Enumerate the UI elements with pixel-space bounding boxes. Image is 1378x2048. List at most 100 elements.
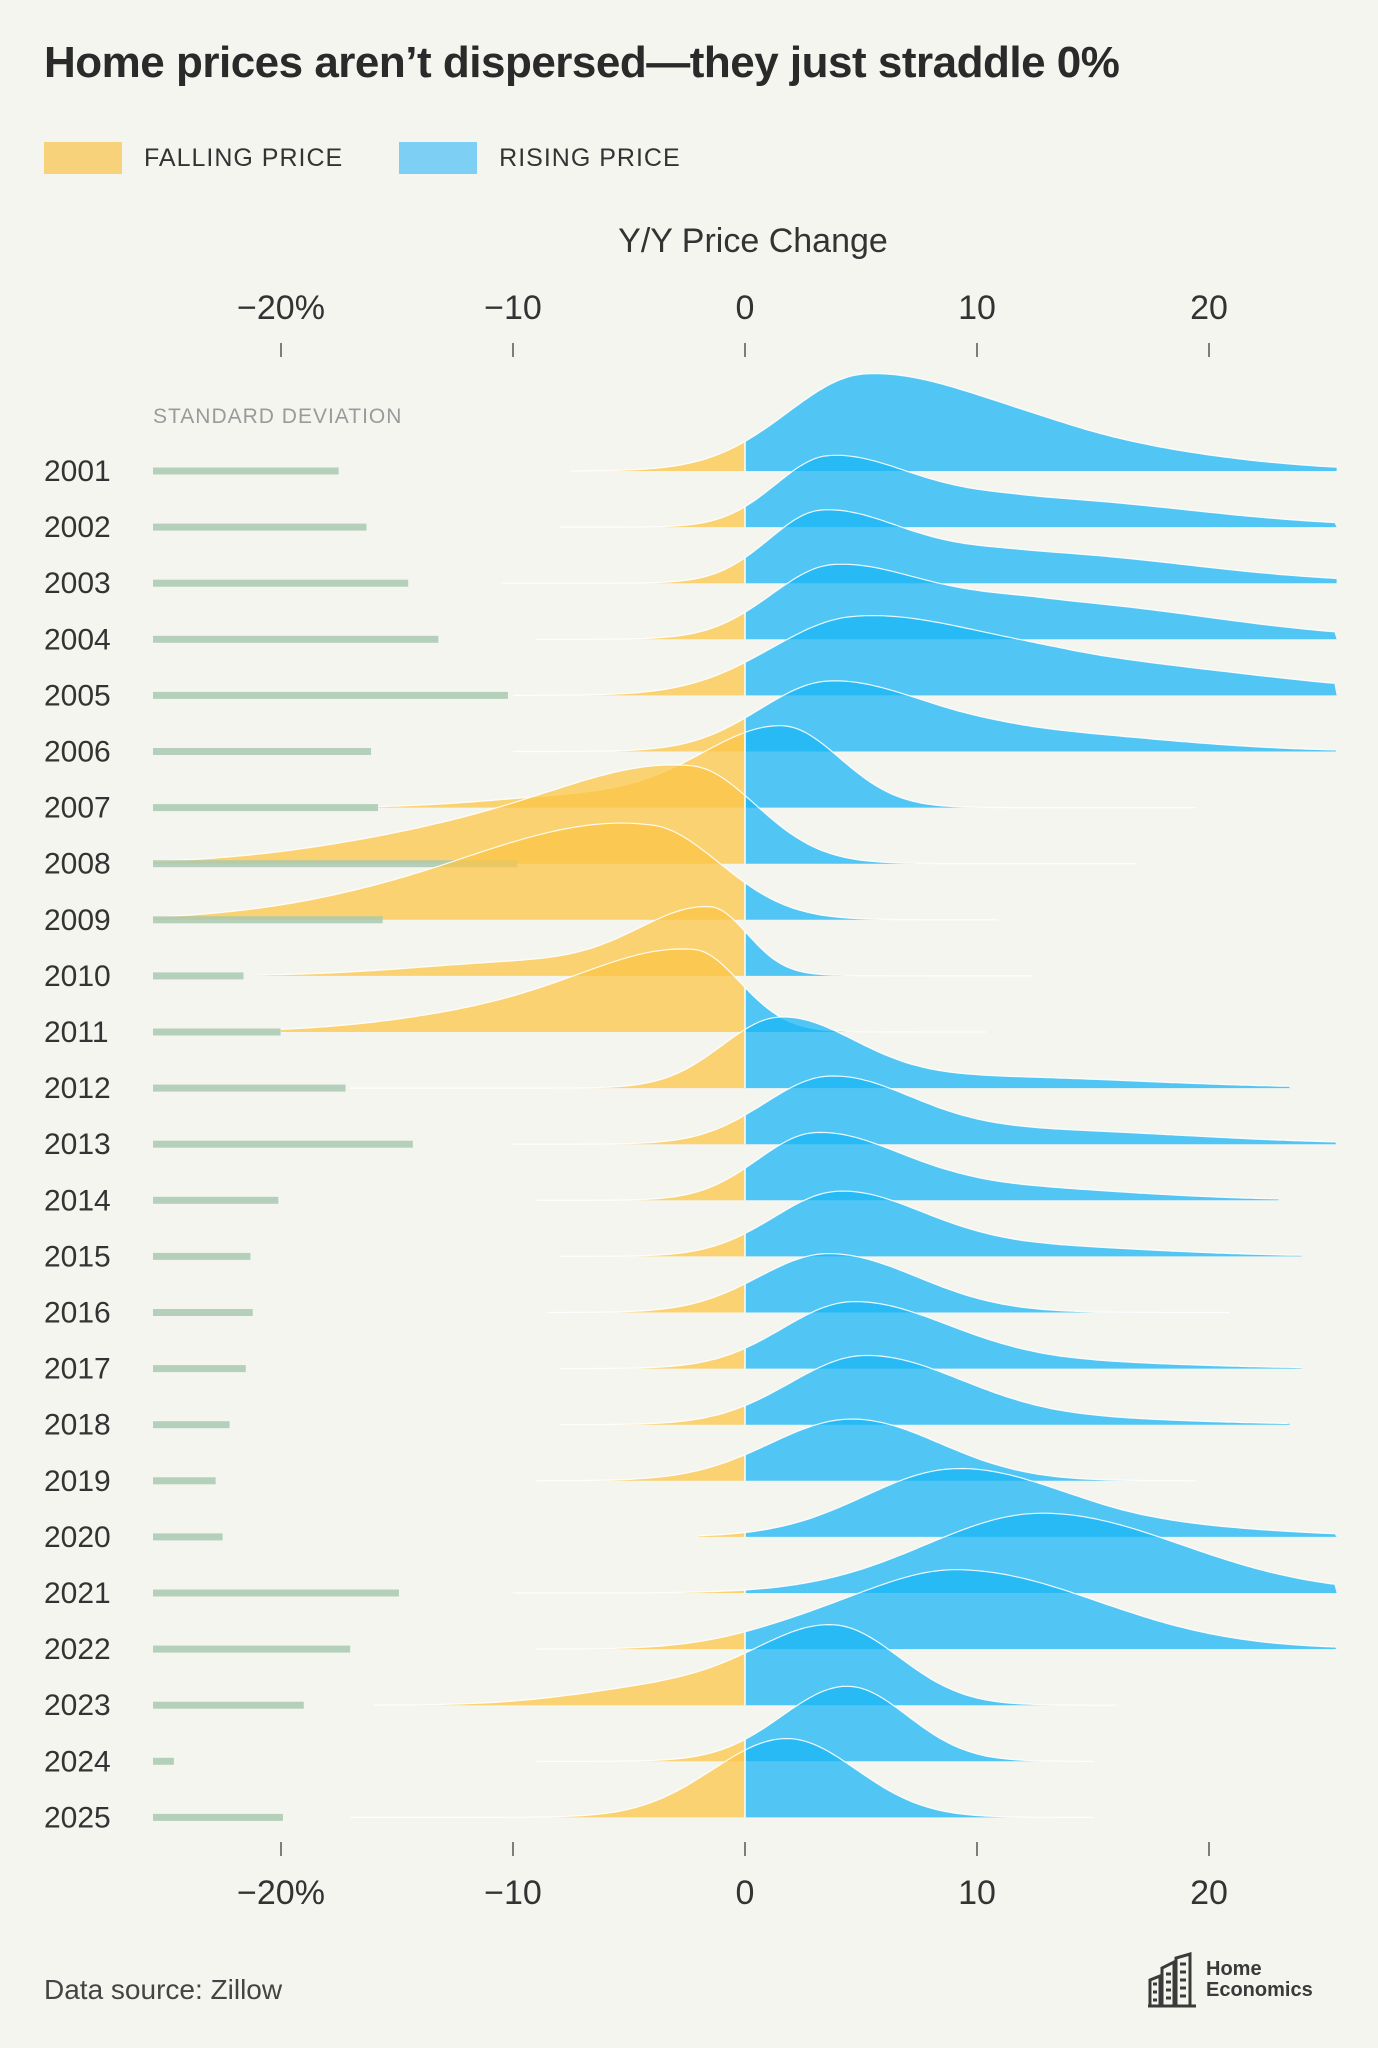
stdev-bar xyxy=(153,804,379,812)
chart-title: Home prices aren’t dispersed—they just s… xyxy=(44,38,1120,87)
ridgeline-chart: Y/Y Price Change −20% −10 0 10 20 STANDARD D… xyxy=(44,222,1337,1912)
year-label: 2024 xyxy=(44,1745,111,1778)
ridge-2001: 2001 xyxy=(44,373,1337,488)
falling-area xyxy=(559,1348,745,1369)
stdev-bar xyxy=(153,1252,251,1260)
ridge-outline xyxy=(571,373,1337,472)
year-label: 2021 xyxy=(44,1577,111,1610)
ridges: 2001 2002 2003 2004 2005 2006 2007 2008 2009 2010… xyxy=(44,373,1337,1834)
ridge-outline xyxy=(547,1253,1230,1314)
year-label: 2019 xyxy=(44,1465,111,1498)
rising-area xyxy=(745,1468,1337,1537)
logo-line2: Economics xyxy=(1206,1979,1313,2001)
year-label: 2005 xyxy=(44,679,111,712)
x-tick-label: −20% xyxy=(237,289,325,327)
falling-area xyxy=(153,823,745,920)
home-economics-logo: Home Economics xyxy=(1146,1952,1313,2008)
ridge-outline xyxy=(513,615,1335,696)
stdev-bar xyxy=(153,1140,413,1148)
ridge-outline xyxy=(153,822,998,921)
rising-area xyxy=(745,615,1337,696)
ridge-2022: 2022 xyxy=(44,1569,1337,1666)
x-tick-label: 0 xyxy=(736,289,755,327)
falling-area xyxy=(350,1029,745,1089)
falling-area xyxy=(536,1739,745,1762)
falling-area xyxy=(536,1168,745,1201)
rising-area xyxy=(745,1017,1291,1089)
stdev-bar xyxy=(153,1365,246,1373)
rising-area xyxy=(745,1738,1093,1818)
stdev-bar xyxy=(153,916,383,924)
ridge-outline xyxy=(536,1685,1093,1762)
ridge-outline xyxy=(513,1075,1335,1145)
year-label: 2020 xyxy=(44,1521,111,1554)
ridge-outline xyxy=(536,563,1335,640)
stdev-bar xyxy=(153,467,339,475)
ridge-2024: 2024 xyxy=(44,1685,1093,1778)
rising-area xyxy=(745,1253,1233,1313)
ridge-outline xyxy=(350,1016,1288,1089)
rising-area xyxy=(745,1419,1198,1481)
year-label: 2001 xyxy=(44,455,111,488)
ridge-2014: 2014 xyxy=(44,1131,1279,1217)
year-label: 2008 xyxy=(44,848,111,881)
year-label: 2013 xyxy=(44,1128,111,1161)
rising-area xyxy=(745,1686,1093,1762)
stdev-bar xyxy=(153,1701,304,1709)
falling-area xyxy=(559,1405,745,1425)
ridge-2025: 2025 xyxy=(44,1737,1093,1834)
stdev-bar xyxy=(153,1028,281,1036)
rising-area xyxy=(745,1355,1291,1425)
year-label: 2002 xyxy=(44,511,111,544)
rising-area xyxy=(745,1301,1302,1369)
ridge-outline xyxy=(280,948,987,1033)
x-tick-label: 10 xyxy=(958,1874,996,1912)
year-label: 2007 xyxy=(44,792,111,825)
stdev-bar xyxy=(153,1309,253,1316)
ridge-2017: 2017 xyxy=(44,1300,1302,1386)
falling-area xyxy=(559,506,745,528)
rising-area xyxy=(745,725,1198,808)
legend-item-rising: RISING PRICE xyxy=(399,142,680,174)
stdev-bar xyxy=(153,860,518,868)
year-label: 2017 xyxy=(44,1353,111,1386)
x-tick-label: −10 xyxy=(484,1874,542,1912)
falling-area xyxy=(547,1283,745,1313)
bottom-x-axis: −20% −10 0 10 20 xyxy=(237,1842,1228,1912)
stdev-bar xyxy=(153,1645,351,1653)
ridge-2021: 2021 xyxy=(44,1512,1337,1610)
year-label: 2022 xyxy=(44,1633,111,1666)
legend-label-falling: FALLING PRICE xyxy=(144,143,344,172)
ridge-outline xyxy=(698,1467,1335,1537)
falling-area xyxy=(559,1233,745,1257)
stdev-bar xyxy=(153,523,367,531)
ridge-outline xyxy=(513,1512,1335,1594)
ridge-outline xyxy=(501,509,1337,584)
x-tick-label: 10 xyxy=(958,289,996,327)
ridge-2016: 2016 xyxy=(44,1253,1233,1330)
year-label: 2004 xyxy=(44,623,111,656)
stdev-bar xyxy=(153,1084,346,1092)
rising-area xyxy=(745,882,1001,920)
ridge-2009: 2009 xyxy=(44,822,1001,937)
ridge-2012: 2012 xyxy=(44,1016,1291,1105)
year-label: 2012 xyxy=(44,1072,111,1105)
x-tick-label: 20 xyxy=(1190,289,1228,327)
year-label: 2009 xyxy=(44,904,111,937)
year-label: 2016 xyxy=(44,1297,111,1330)
ridge-outline xyxy=(559,1354,1288,1426)
falling-area xyxy=(513,1115,745,1145)
stdev-bar xyxy=(153,748,372,755)
falling-area xyxy=(350,1750,745,1818)
ridge-2019: 2019 xyxy=(44,1418,1198,1498)
year-label: 2003 xyxy=(44,567,111,600)
rising-area xyxy=(745,931,1035,976)
rising-area xyxy=(745,1191,1302,1257)
x-tick-label: 0 xyxy=(736,1874,755,1912)
ridge-outline xyxy=(536,1131,1279,1201)
falling-area xyxy=(281,949,745,1032)
rising-area xyxy=(745,1132,1279,1201)
logo-line1: Home xyxy=(1206,1958,1262,1980)
falling-area xyxy=(536,612,745,640)
rising-area xyxy=(745,795,1140,864)
